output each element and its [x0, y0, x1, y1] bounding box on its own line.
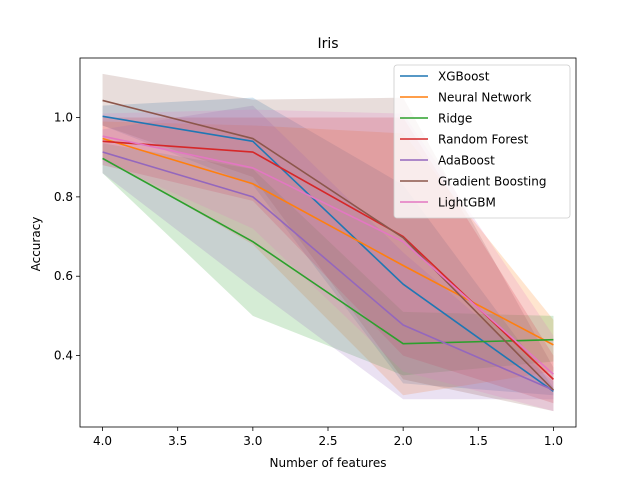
band-gradient-boosting	[102, 73, 554, 412]
legend: XGBoost Neural Network Ridge Random Forest A…	[393, 64, 571, 219]
series-lines	[102, 99, 555, 392]
band-xgboost	[102, 97, 554, 396]
series-line-neural-network	[102, 137, 554, 346]
legend-label-adaboost: AdaBoost	[438, 154, 495, 168]
series-line-gradient-boosting	[102, 99, 555, 391]
axes: 4.0 3.5 3.0 2.5 2.0 1.5 1.0 0.4 0.6 0.8 1.0	[54, 57, 577, 448]
x-tick-label: 4.0	[93, 434, 112, 448]
x-tick-label: 2.0	[394, 434, 413, 448]
x-tick-label: 1.0	[544, 434, 563, 448]
x-tick-label: 3.0	[243, 434, 262, 448]
legend-label-lightgbm: LightGBM	[438, 196, 496, 210]
series-line-ridge	[102, 157, 554, 345]
x-tick-label: 2.5	[318, 434, 337, 448]
band-ridge	[102, 143, 554, 376]
legend-label-xgboost: XGBoost	[438, 70, 490, 84]
legend-label-neural-network: Neural Network	[438, 91, 532, 105]
x-tick-label: 1.5	[469, 434, 488, 448]
series-line-adaboost	[102, 151, 554, 391]
legend-label-gradient-boosting: Gradient Boosting	[438, 175, 546, 189]
y-tick-label: 1.0	[54, 111, 73, 125]
x-axis-label: Number of features	[270, 456, 387, 470]
legend-box	[393, 64, 571, 219]
legend-label-ridge: Ridge	[438, 112, 472, 126]
series-line-lightgbm	[102, 135, 554, 375]
y-tick-label: 0.4	[54, 349, 73, 363]
chart-title: Iris	[317, 36, 338, 52]
y-tick-label: 0.6	[54, 269, 73, 283]
legend-label-random-forest: Random Forest	[438, 133, 529, 147]
band-adaboost	[102, 105, 554, 400]
y-axis-label: Accuracy	[29, 217, 43, 272]
x-tick-label: 3.5	[168, 434, 187, 448]
y-tick-label: 0.8	[54, 190, 73, 204]
series-line-xgboost	[102, 115, 554, 392]
